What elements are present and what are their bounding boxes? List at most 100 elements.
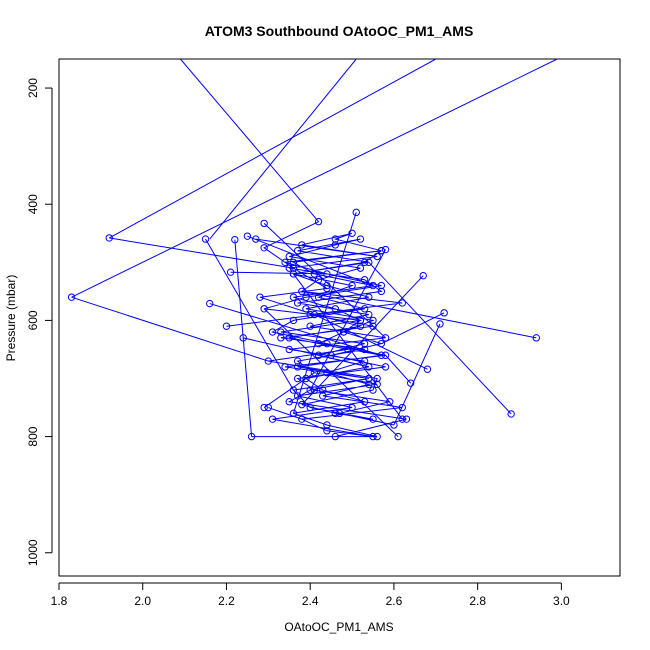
y-tick-label: 600 — [26, 310, 40, 330]
data-point — [373, 380, 381, 389]
data-point — [310, 310, 319, 319]
data-point — [314, 217, 323, 226]
data-point — [281, 258, 289, 267]
data-point — [289, 264, 298, 272]
data-point — [264, 357, 273, 365]
outlier-point — [507, 410, 515, 418]
data-point — [285, 264, 293, 272]
outlier-point — [532, 334, 540, 342]
data-point — [260, 244, 268, 252]
outlier-line — [368, 261, 512, 415]
data-point — [281, 363, 289, 371]
data-point — [323, 427, 331, 435]
outlier-point — [67, 293, 76, 301]
y-axis: 200 400 600 800 1000 — [26, 78, 53, 566]
data-point — [289, 316, 298, 325]
data-point — [360, 398, 369, 406]
outlier-line — [268, 407, 302, 420]
data-point — [386, 398, 394, 406]
outlier-point — [206, 299, 214, 308]
data-point — [293, 363, 302, 371]
outlier-line — [314, 314, 428, 370]
outlier-point — [105, 234, 113, 242]
data-point — [268, 415, 277, 423]
data-point — [390, 421, 398, 429]
data-point — [285, 252, 293, 261]
outlier-point — [352, 208, 360, 217]
data-point — [373, 252, 381, 261]
outlier-point — [419, 271, 427, 280]
outlier-line — [209, 303, 382, 356]
outlier-line — [393, 323, 441, 426]
outlier-line — [292, 212, 357, 414]
data-point — [310, 368, 319, 377]
plot-frame — [58, 58, 621, 577]
data-point — [365, 374, 373, 383]
data-point — [348, 229, 356, 237]
outlier-line — [263, 308, 399, 437]
y-tick-label: 1000 — [26, 539, 40, 566]
data-point — [323, 270, 331, 278]
data-point — [289, 293, 298, 301]
data-point — [365, 363, 373, 371]
data-point — [314, 351, 323, 359]
data-point — [277, 334, 285, 342]
data-point — [373, 432, 381, 441]
data-point — [323, 339, 331, 348]
data-point — [289, 258, 298, 267]
data-point — [398, 403, 406, 412]
data-point — [356, 322, 365, 330]
data-point — [289, 386, 298, 394]
outlier-line — [301, 290, 537, 339]
data-point — [298, 287, 306, 296]
data-point — [377, 246, 386, 255]
data-point — [331, 305, 340, 313]
outlier-line — [255, 238, 378, 258]
series-lines — [71, 59, 558, 438]
data-point — [339, 328, 348, 336]
outlier-point — [243, 232, 252, 240]
outlier-point — [201, 235, 210, 243]
y-tick-label: 200 — [26, 78, 40, 98]
data-point — [365, 310, 373, 319]
data-point — [323, 368, 331, 377]
outlier-line — [385, 354, 412, 384]
x-tick-label: 2.8 — [469, 594, 486, 608]
data-point — [356, 264, 365, 272]
data-point — [293, 392, 302, 400]
data-point — [302, 305, 310, 313]
x-tick-label: 2.2 — [218, 594, 235, 608]
outlier-point — [436, 320, 444, 328]
data-point — [277, 328, 285, 336]
data-point — [310, 270, 319, 278]
outlier-line — [247, 235, 374, 287]
outlier-line — [205, 238, 294, 391]
outlier-point — [260, 219, 268, 228]
data-point — [298, 415, 306, 423]
data-point — [314, 293, 323, 301]
data-point — [319, 392, 327, 400]
data-point — [331, 432, 340, 441]
data-point — [306, 322, 314, 330]
data-point — [323, 281, 331, 290]
series-line — [180, 59, 407, 438]
outlier-line — [109, 237, 294, 269]
data-point — [369, 322, 377, 330]
x-tick-label: 3.0 — [553, 594, 570, 608]
data-point — [369, 432, 377, 441]
data-point — [268, 328, 277, 336]
data-point — [285, 334, 293, 342]
data-point — [360, 357, 369, 365]
data-point — [293, 357, 302, 365]
data-point — [327, 351, 335, 359]
chart-title: ATOM3 Southbound OAtoOC_PM1_AMS — [205, 23, 474, 39]
outlier-line — [263, 223, 386, 339]
data-point — [331, 235, 340, 243]
data-point — [331, 241, 340, 249]
outlier-point — [394, 432, 402, 441]
outlier-point — [226, 268, 235, 276]
y-axis-label: Pressure (mbar) — [4, 275, 18, 362]
data-point — [306, 386, 314, 394]
data-point — [360, 305, 369, 313]
